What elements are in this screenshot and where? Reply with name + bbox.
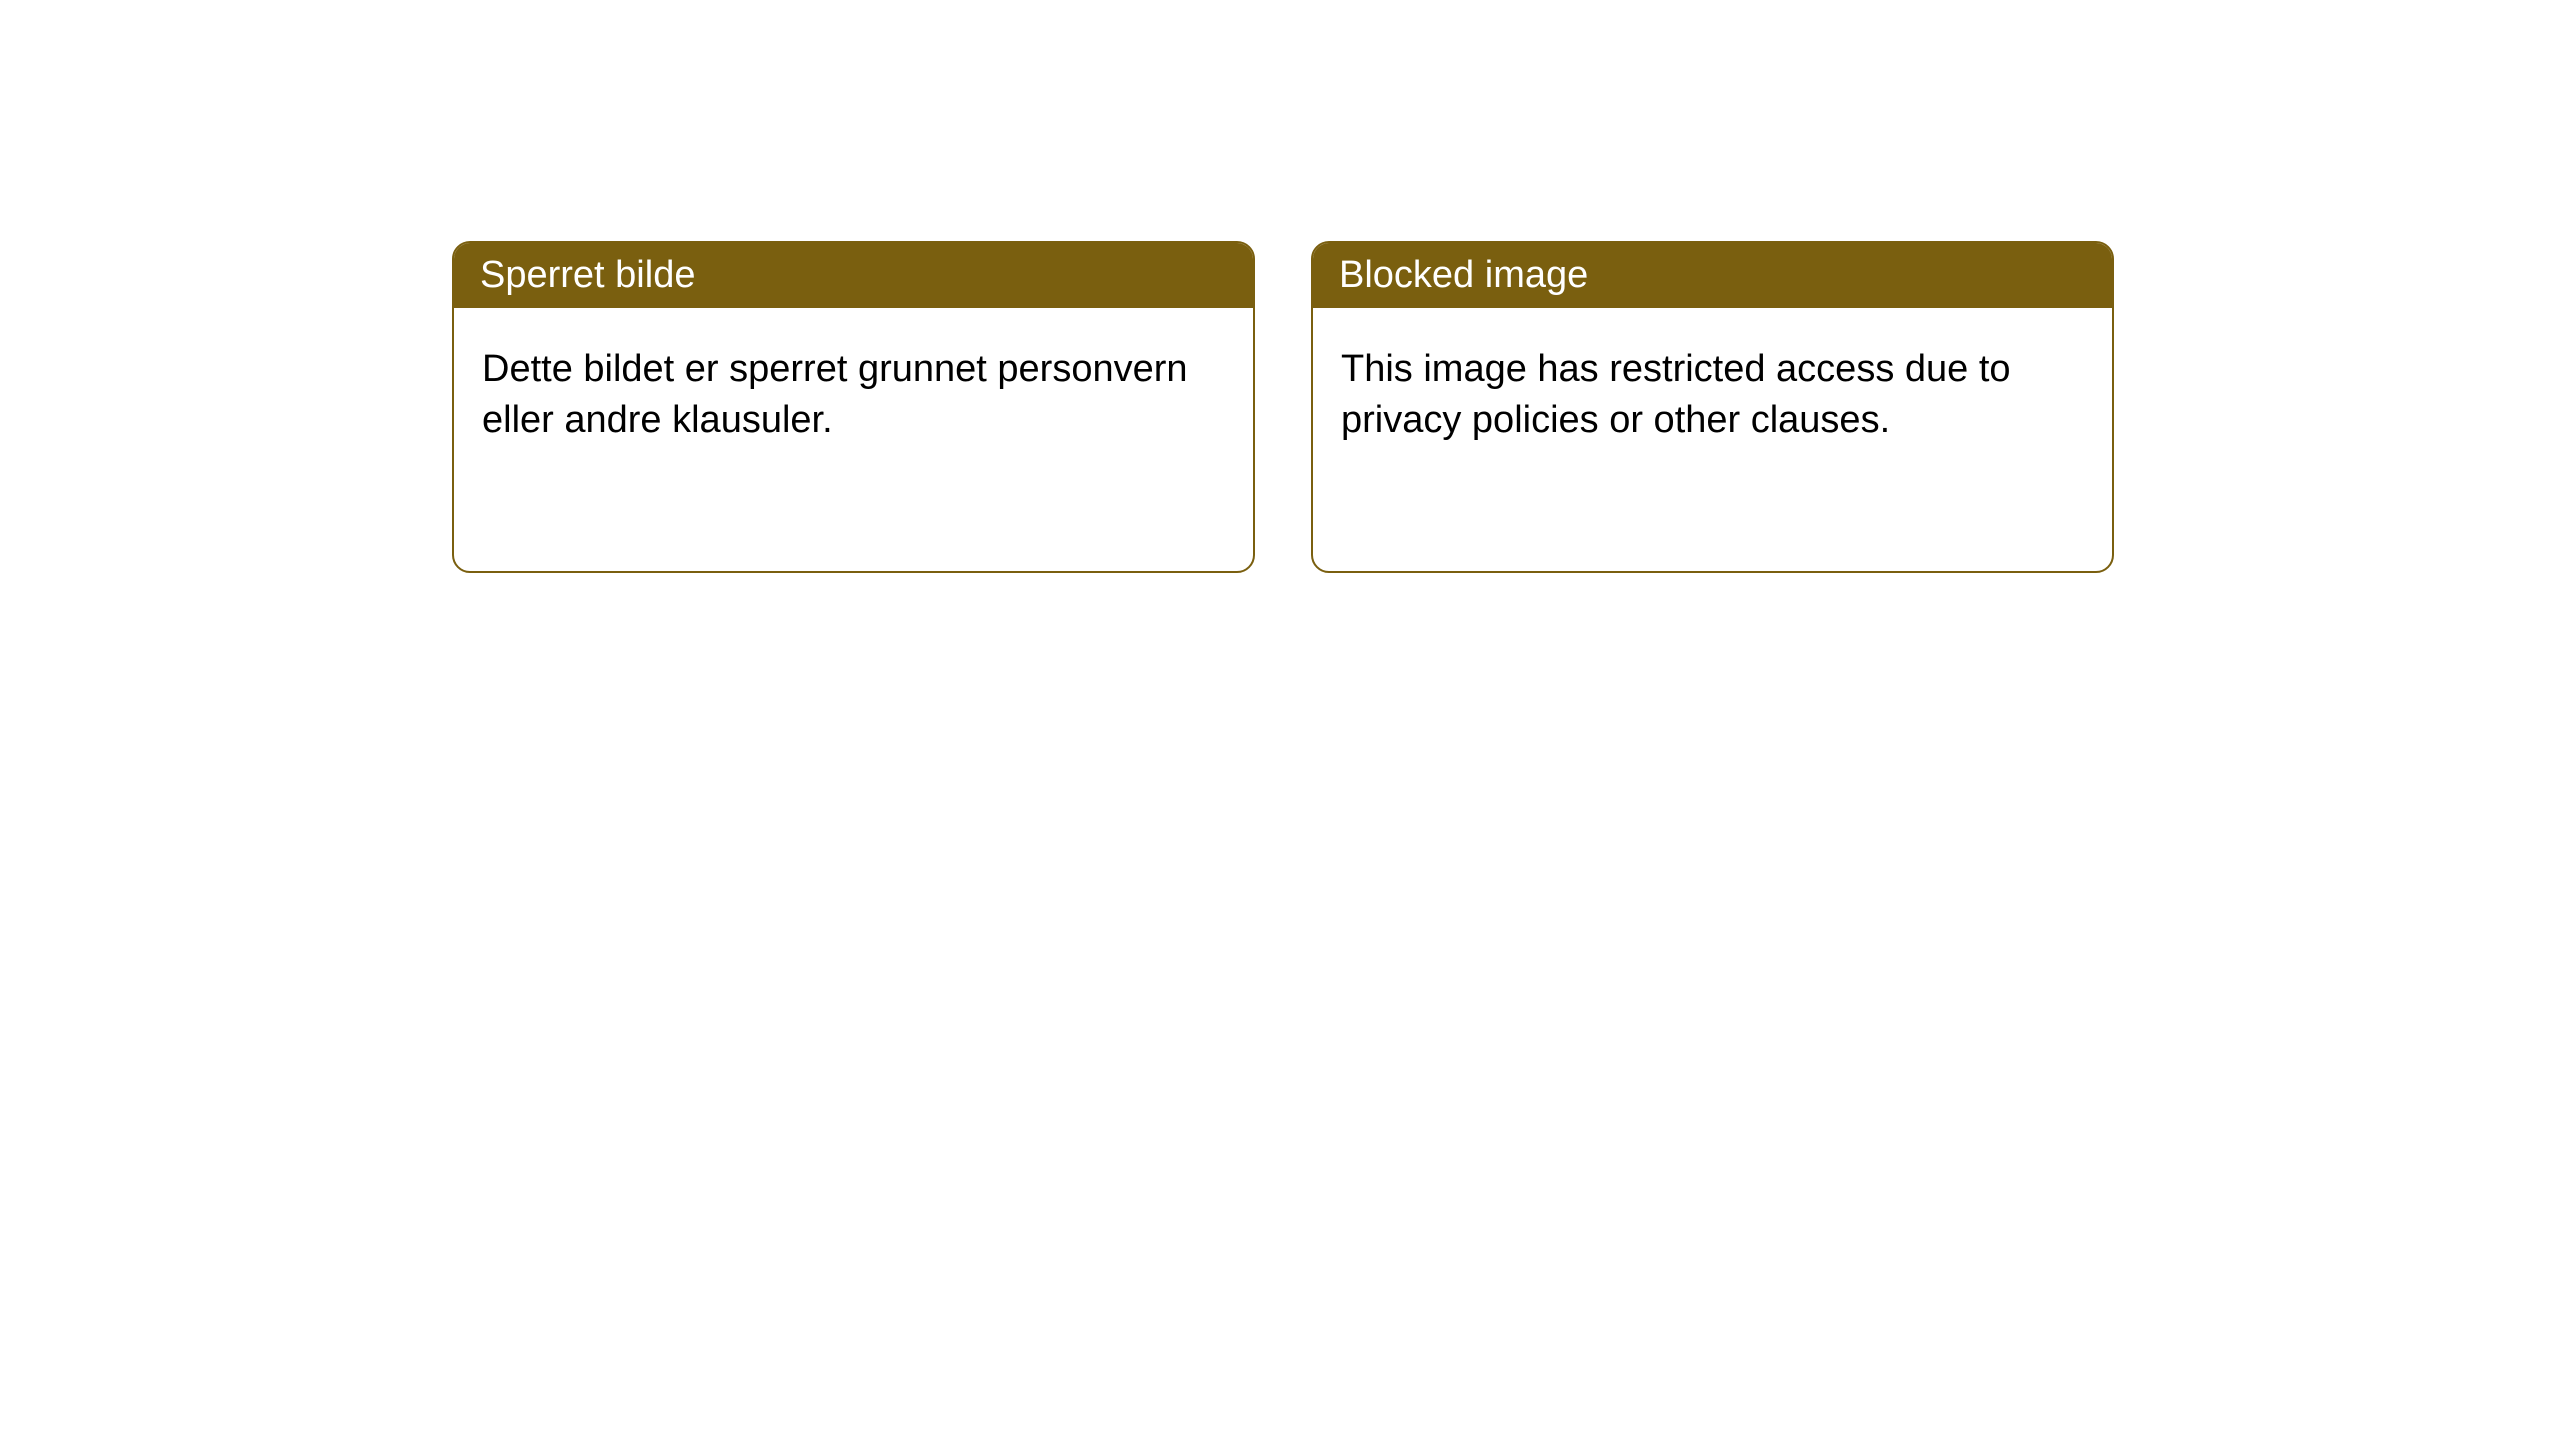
card-header: Sperret bilde [454, 243, 1253, 308]
card-title: Blocked image [1339, 254, 1588, 296]
card-title: Sperret bilde [480, 254, 695, 296]
card-body: Dette bildet er sperret grunnet personve… [454, 308, 1253, 483]
blocked-image-card-english: Blocked image This image has restricted … [1311, 241, 2114, 573]
card-body: This image has restricted access due to … [1313, 308, 2112, 483]
card-body-text: This image has restricted access due to … [1341, 348, 2011, 441]
card-body-text: Dette bildet er sperret grunnet personve… [482, 348, 1188, 441]
card-header: Blocked image [1313, 243, 2112, 308]
notice-container: Sperret bilde Dette bildet er sperret gr… [0, 0, 2560, 573]
blocked-image-card-norwegian: Sperret bilde Dette bildet er sperret gr… [452, 241, 1255, 573]
